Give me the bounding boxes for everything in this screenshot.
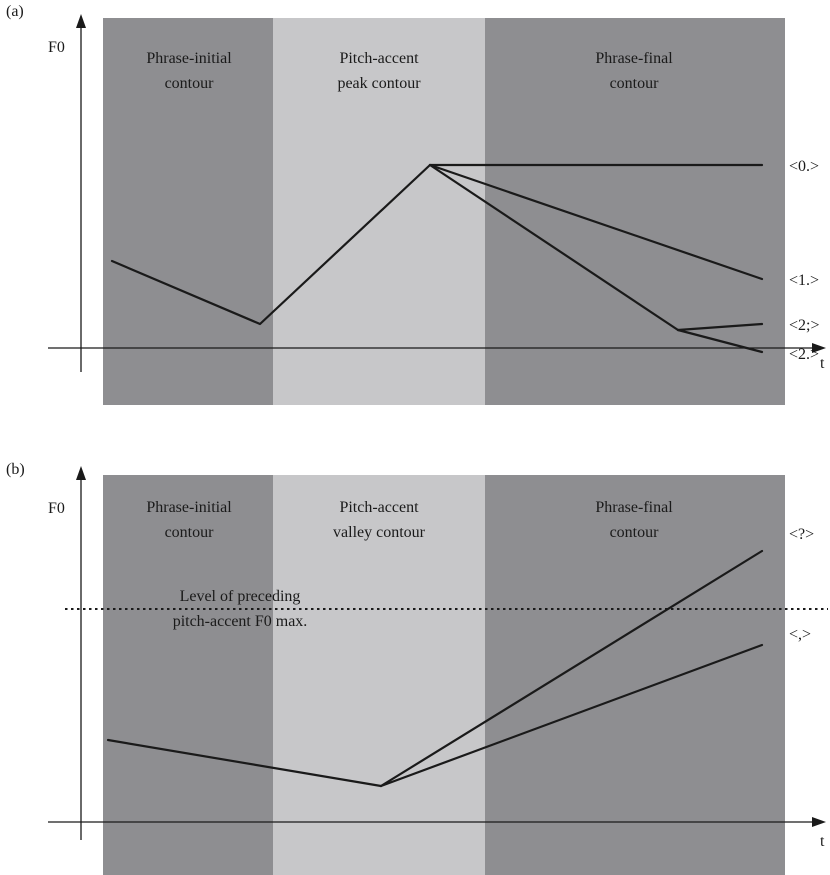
panel-b-final-title-line1: Phrase-final [595,499,673,516]
panel-a-y-arrowhead [76,14,86,28]
panel-b-label: (b) [6,461,25,478]
panel-b-final-band [485,475,785,875]
panel-a-contour-label-0: <0.> [789,158,819,175]
panel-b: (b) F0 t Phrase-initial contour Pitch-ac… [6,461,828,875]
panel-a-x-axis-label: t [820,355,825,372]
panel-b-initial-title-line2: contour [165,524,215,541]
panel-b-y-arrowhead [76,466,86,480]
panel-a-initial-title-line1: Phrase-initial [146,50,232,67]
panel-b-x-arrowhead [812,817,826,827]
panel-b-reference-label-line2: pitch-accent F0 max. [173,613,308,630]
panel-b-contour-label-question: <?> [789,526,814,543]
panel-a-contour-2-descent [428,163,680,332]
panel-a-contour-label-2-semicolon: <2;> [789,317,820,334]
panel-b-contour-label-comma: <,> [789,626,811,643]
panel-a: (a) F0 t Phrase-initial contour Pitch-ac… [6,3,826,405]
panel-a-label: (a) [6,3,24,20]
panel-b-final-title-line2: contour [610,524,660,541]
panel-a-contour-1 [428,163,764,281]
panel-b-accent-title-line1: Pitch-accent [339,499,419,516]
panel-b-x-axis-label: t [820,833,825,850]
panel-b-accent-band [273,475,485,875]
panel-a-y-axis-label: F0 [48,39,65,56]
panel-b-initial-title-line1: Phrase-initial [146,499,232,516]
panel-b-prefix-contour [106,738,383,788]
panel-a-contour-label-1: <1.> [789,272,819,289]
panel-a-x-arrowhead [812,343,826,353]
panel-a-accent-title-line2: peak contour [337,75,421,92]
panel-b-contour-comma [379,643,764,788]
panel-b-initial-band [103,475,273,875]
panel-b-y-axis-label: F0 [48,500,65,517]
panel-b-contour-question [379,549,764,788]
panel-b-accent-title-line2: valley contour [333,524,426,541]
panel-a-contour-2-semicolon [676,322,764,332]
panel-a-final-title-line2: contour [610,75,660,92]
panel-b-reference-label-line1: Level of preceding [180,588,301,605]
panel-a-final-title-line1: Phrase-final [595,50,673,67]
panel-a-initial-title-line2: contour [165,75,215,92]
panel-a-initial-band [103,18,273,405]
panel-a-final-band [485,18,785,405]
panel-a-accent-title-line1: Pitch-accent [339,50,419,67]
panel-a-contour-label-2-period: <2.> [789,346,819,363]
panel-a-contour-2-period [676,328,764,354]
panel-a-prefix-contour [110,163,432,326]
